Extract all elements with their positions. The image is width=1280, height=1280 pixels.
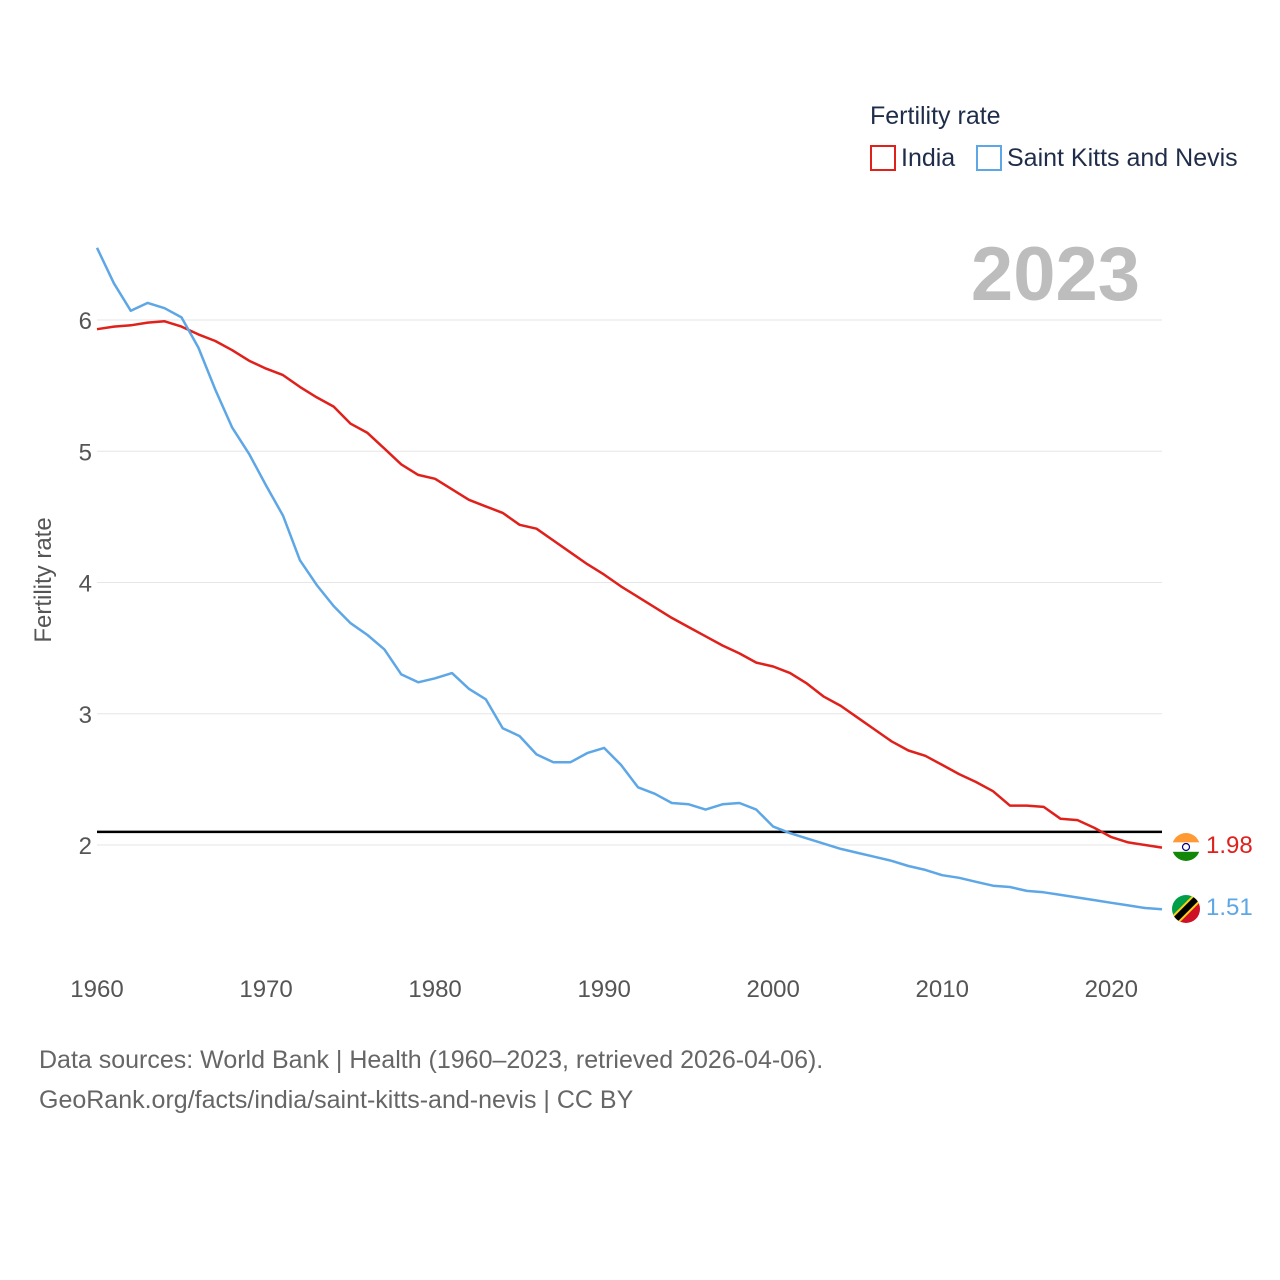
x-tick-label: 2000: [746, 976, 799, 1003]
grid: [97, 319, 1162, 846]
legend-label-india: India: [901, 144, 955, 172]
legend-swatch-india: [870, 145, 896, 171]
series-layer: [95, 247, 1163, 911]
y-axis: 2 3 4 5 6: [79, 308, 92, 860]
y-tick-label: 6: [79, 308, 92, 335]
y-axis-title: Fertility rate: [30, 517, 57, 642]
y-tick-label: 2: [79, 833, 92, 860]
legend-item-india[interactable]: India: [870, 144, 955, 172]
footer-sources: Data sources: World Bank | Health (1960–…: [39, 1046, 824, 1074]
x-tick-label: 1960: [70, 976, 123, 1003]
x-tick-label: 2020: [1085, 976, 1138, 1003]
legend-label-saint-kitts-and-nevis: Saint Kitts and Nevis: [1007, 144, 1238, 172]
legend-title: Fertility rate: [870, 102, 1001, 130]
y-tick-label: 3: [79, 702, 92, 729]
flag-india-icon: [1172, 833, 1200, 861]
flag-saint-kitts-and-nevis-icon: [1172, 895, 1200, 923]
x-tick-label: 1970: [239, 976, 292, 1003]
y-tick-label: 5: [79, 439, 92, 466]
series-line-saint-kitts-and-nevis[interactable]: [95, 247, 1163, 911]
current-year-label: 2023: [971, 232, 1140, 317]
end-label-saint-kitts-and-nevis: 1.51: [1206, 894, 1253, 921]
legend-item-saint-kitts-and-nevis[interactable]: Saint Kitts and Nevis: [976, 144, 1238, 172]
x-tick-label: 2010: [916, 976, 969, 1003]
x-axis: 1960 1970 1980 1990 2000 2010 2020: [70, 976, 1138, 1003]
end-label-india: 1.98: [1206, 832, 1253, 859]
legend: Fertility rate India Saint Kitts and Nev…: [870, 102, 1238, 172]
x-tick-label: 1990: [577, 976, 630, 1003]
x-tick-label: 1980: [408, 976, 461, 1003]
legend-swatch-saint-kitts-and-nevis: [976, 145, 1002, 171]
footer: Data sources: World Bank | Health (1960–…: [39, 1040, 823, 1120]
y-tick-label: 4: [79, 571, 92, 598]
series-line-india[interactable]: [96, 320, 1163, 849]
footer-attribution[interactable]: GeoRank.org/facts/india/saint-kitts-and-…: [39, 1086, 634, 1114]
